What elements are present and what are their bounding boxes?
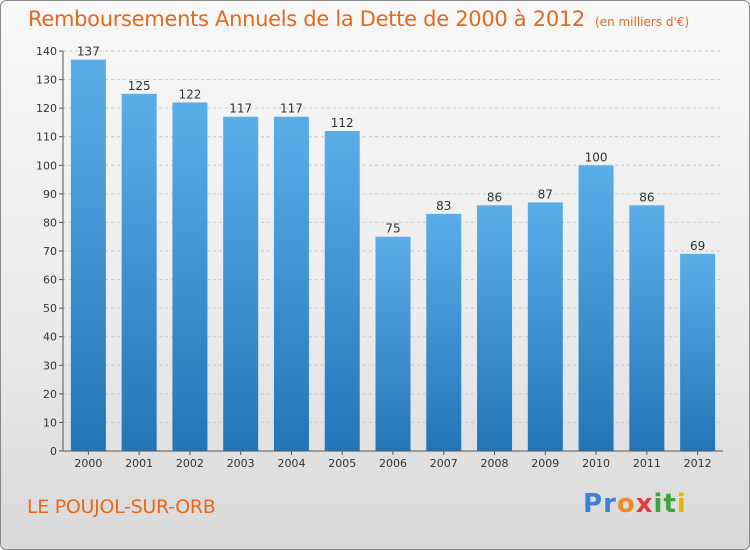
bars bbox=[70, 59, 716, 452]
data-label: 125 bbox=[128, 79, 151, 93]
axes: 0 10 20 30 40 50 60 70 80 90 100 110 120 130 140 2000 20… bbox=[36, 45, 723, 470]
logo-letter: x bbox=[635, 489, 654, 519]
bar bbox=[680, 253, 716, 451]
logo-letter: i bbox=[653, 489, 664, 519]
location-name: LE POUJOL-SUR-ORB bbox=[27, 496, 216, 518]
y-tick-label: 130 bbox=[36, 74, 57, 87]
bar bbox=[273, 116, 309, 451]
data-label: 87 bbox=[538, 187, 553, 201]
bar bbox=[426, 213, 462, 451]
x-tick-label: 2008 bbox=[481, 457, 509, 470]
y-tick-label: 0 bbox=[50, 445, 57, 458]
value-labels: 137 125 122 117 117 112 75 83 86 87 100 86 69 bbox=[77, 45, 705, 253]
x-tick-label: 2010 bbox=[582, 457, 610, 470]
y-tick-label: 100 bbox=[36, 159, 57, 172]
y-tick-label: 40 bbox=[43, 331, 57, 344]
data-label: 100 bbox=[585, 150, 608, 164]
title-block: Remboursements Annuels de la Dette de 20… bbox=[28, 7, 689, 31]
x-tick-label: 2006 bbox=[379, 457, 407, 470]
y-tick-label: 10 bbox=[43, 416, 57, 429]
y-tick-label: 140 bbox=[36, 45, 57, 58]
y-tick-label: 110 bbox=[36, 131, 57, 144]
data-label: 86 bbox=[487, 190, 502, 204]
bar bbox=[70, 59, 106, 451]
y-tick-label: 120 bbox=[36, 102, 57, 115]
bar bbox=[223, 116, 259, 451]
x-tick-label: 2012 bbox=[684, 457, 712, 470]
y-tick-label: 50 bbox=[43, 302, 57, 315]
bar bbox=[629, 205, 665, 451]
logo-letter: o bbox=[616, 489, 636, 519]
y-tick-label: 20 bbox=[43, 388, 57, 401]
x-tick-label: 2007 bbox=[430, 457, 458, 470]
bar bbox=[477, 205, 513, 451]
data-label: 86 bbox=[639, 190, 654, 204]
x-tick-label: 2005 bbox=[328, 457, 356, 470]
x-tick-label: 2000 bbox=[74, 457, 102, 470]
bar bbox=[324, 131, 360, 451]
y-tick-label: 70 bbox=[43, 245, 57, 258]
bar bbox=[172, 102, 208, 451]
x-tick-label: 2003 bbox=[227, 457, 255, 470]
logo-letter: r bbox=[603, 489, 617, 519]
y-tick-label: 30 bbox=[43, 359, 57, 372]
bar bbox=[527, 202, 563, 451]
x-tick-label: 2001 bbox=[125, 457, 153, 470]
data-label: 69 bbox=[690, 239, 705, 253]
data-label: 122 bbox=[178, 87, 201, 101]
y-tick-label: 60 bbox=[43, 274, 57, 287]
logo-letter: t bbox=[663, 489, 677, 519]
x-tick-label: 2004 bbox=[277, 457, 305, 470]
data-label: 117 bbox=[280, 102, 303, 116]
proxiti-logo: Proxiti bbox=[583, 489, 687, 519]
bar bbox=[578, 165, 614, 452]
chart-unit: (en milliers d'€) bbox=[595, 15, 690, 29]
data-label: 75 bbox=[385, 222, 400, 236]
data-label: 112 bbox=[331, 116, 354, 130]
data-label: 137 bbox=[77, 45, 100, 59]
x-tick-label: 2002 bbox=[176, 457, 204, 470]
logo-letter: i bbox=[676, 489, 687, 519]
x-tick-label: 2011 bbox=[633, 457, 661, 470]
data-label: 117 bbox=[229, 102, 252, 116]
data-label: 83 bbox=[436, 199, 451, 213]
y-tick-label: 90 bbox=[43, 188, 57, 201]
bar bbox=[375, 236, 411, 451]
bar bbox=[121, 93, 157, 451]
y-tick-label: 80 bbox=[43, 216, 57, 229]
logo-letter: P bbox=[583, 489, 604, 519]
x-tick-label: 2009 bbox=[531, 457, 559, 470]
chart-title: Remboursements Annuels de la Dette de 20… bbox=[28, 7, 585, 31]
